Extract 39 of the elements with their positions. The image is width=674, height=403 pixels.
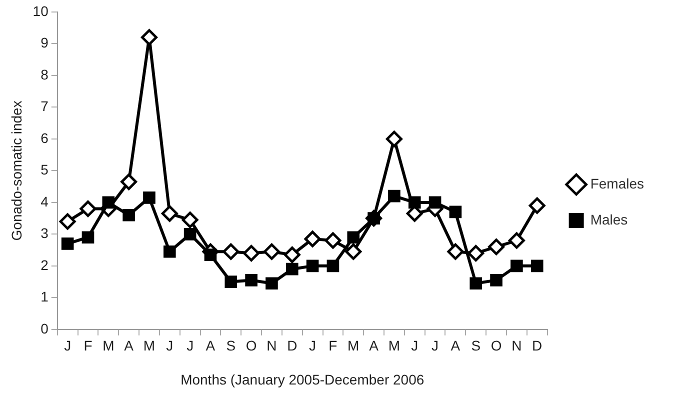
x-tick-label: J [186, 338, 194, 354]
x-tick-label: J [64, 338, 72, 354]
y-tick-label: 10 [32, 2, 49, 19]
x-tick-label: D [532, 338, 542, 354]
x-tick-label: O [246, 338, 257, 354]
legend-label: Females [590, 175, 644, 192]
y-tick-label: 2 [40, 256, 49, 273]
x-tick-label: M [143, 338, 156, 354]
x-tick-label: S [471, 338, 481, 354]
x-tick-label: J [166, 338, 174, 354]
x-tick-label: A [124, 338, 134, 354]
x-tick-label: D [287, 338, 298, 354]
x-tick-label: O [490, 338, 502, 354]
y-tick-label: 0 [40, 320, 49, 336]
y-axis-title: Gonado-somatic index [8, 100, 24, 241]
x-tick-label: F [84, 338, 92, 354]
x-tick-label: M [348, 338, 360, 354]
x-tick-label: S [226, 338, 236, 354]
y-tick-label: 1 [40, 288, 49, 305]
y-tick-label: 3 [40, 225, 49, 242]
legend-label: Males [590, 211, 628, 228]
x-tick-label: N [512, 338, 522, 354]
x-axis-title: Months (January 2005-December 2006 [180, 371, 424, 388]
y-tick-label: 8 [40, 66, 49, 82]
x-tick-label: M [388, 338, 400, 354]
x-tick-label: A [206, 338, 216, 354]
x-tick-label: J [432, 338, 439, 354]
x-tick-label: A [369, 338, 380, 354]
x-tick-label: J [309, 338, 316, 354]
x-tick-label: N [266, 338, 277, 354]
x-tick-label: A [450, 338, 461, 354]
y-tick-label: 5 [40, 162, 49, 178]
y-tick-label: 4 [40, 193, 49, 210]
y-tick-label: 7 [40, 98, 49, 114]
y-tick-label: 9 [40, 34, 49, 51]
x-tick-label: M [102, 338, 114, 354]
y-tick-label: 6 [40, 130, 49, 146]
x-tick-label: J [411, 338, 418, 354]
x-tick-label: F [328, 338, 338, 354]
